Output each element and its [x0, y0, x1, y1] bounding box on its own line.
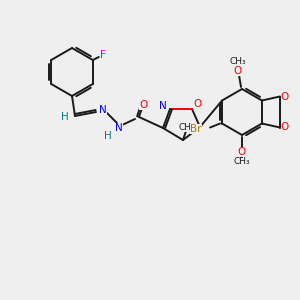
Text: O: O: [139, 100, 147, 110]
Text: CH₃: CH₃: [230, 56, 246, 65]
Text: O: O: [234, 66, 242, 76]
Text: O: O: [238, 147, 246, 157]
Text: CH₃: CH₃: [234, 158, 250, 166]
Text: O: O: [281, 92, 289, 101]
Text: H: H: [104, 131, 112, 141]
Text: O: O: [194, 99, 202, 109]
Text: N: N: [115, 123, 123, 133]
Text: F: F: [100, 50, 106, 60]
Text: CH₃: CH₃: [179, 122, 195, 131]
Text: O: O: [281, 122, 289, 133]
Text: H: H: [61, 112, 69, 122]
Text: N: N: [99, 105, 107, 115]
Text: N: N: [159, 101, 167, 111]
Text: Br: Br: [190, 124, 202, 134]
